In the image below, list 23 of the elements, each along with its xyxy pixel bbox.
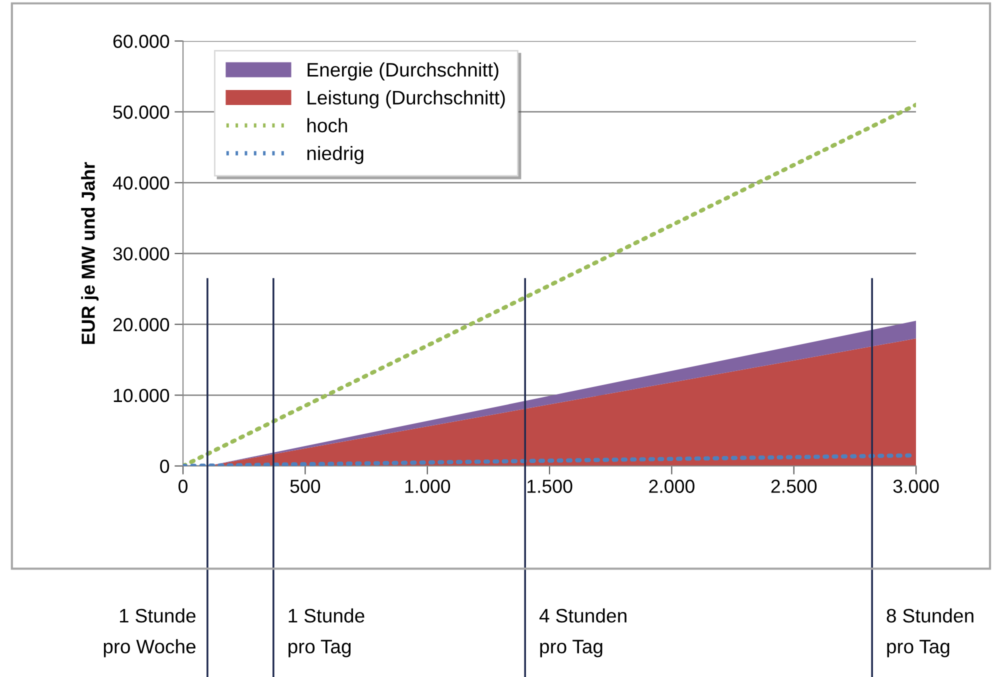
ref-line-label: 1 Stunde pro Woche — [104, 608, 196, 658]
x-tick-label: 1.000 — [405, 480, 450, 493]
y-axis-title: EUR je MW und Jahr — [81, 162, 99, 344]
legend-label: Leistung (Durchschnitt) — [308, 90, 505, 108]
y-tick-label: 10.000 — [114, 388, 170, 402]
x-tick-label: 500 — [290, 480, 320, 493]
y-tick-label: 50.000 — [113, 106, 170, 119]
x-tick-label: 3.000 — [893, 480, 939, 493]
ref-line-label: 1 Stunde pro Tag — [288, 608, 364, 658]
x-tick-label: 2.500 — [771, 480, 817, 493]
y-tick-label: 0 — [160, 460, 170, 473]
legend-label: niedrig — [307, 146, 364, 164]
legend-label: Energie (Durchschnitt) — [308, 62, 498, 81]
legend-label: hoch — [307, 118, 348, 132]
x-tick-label: 1.500 — [528, 480, 572, 493]
y-tick-label: 20.000 — [113, 318, 170, 332]
x-tick-label: 2.000 — [649, 480, 694, 493]
x-tick-label: 0 — [178, 480, 188, 493]
y-tick-label: 40.000 — [112, 176, 170, 190]
ref-line-label: 8 Stunden pro Tag — [886, 608, 974, 658]
ref-line-label: 4 Stunden pro Tag — [539, 608, 626, 658]
y-tick-label: 30.000 — [113, 247, 170, 260]
y-tick-label: 60.000 — [113, 34, 170, 48]
